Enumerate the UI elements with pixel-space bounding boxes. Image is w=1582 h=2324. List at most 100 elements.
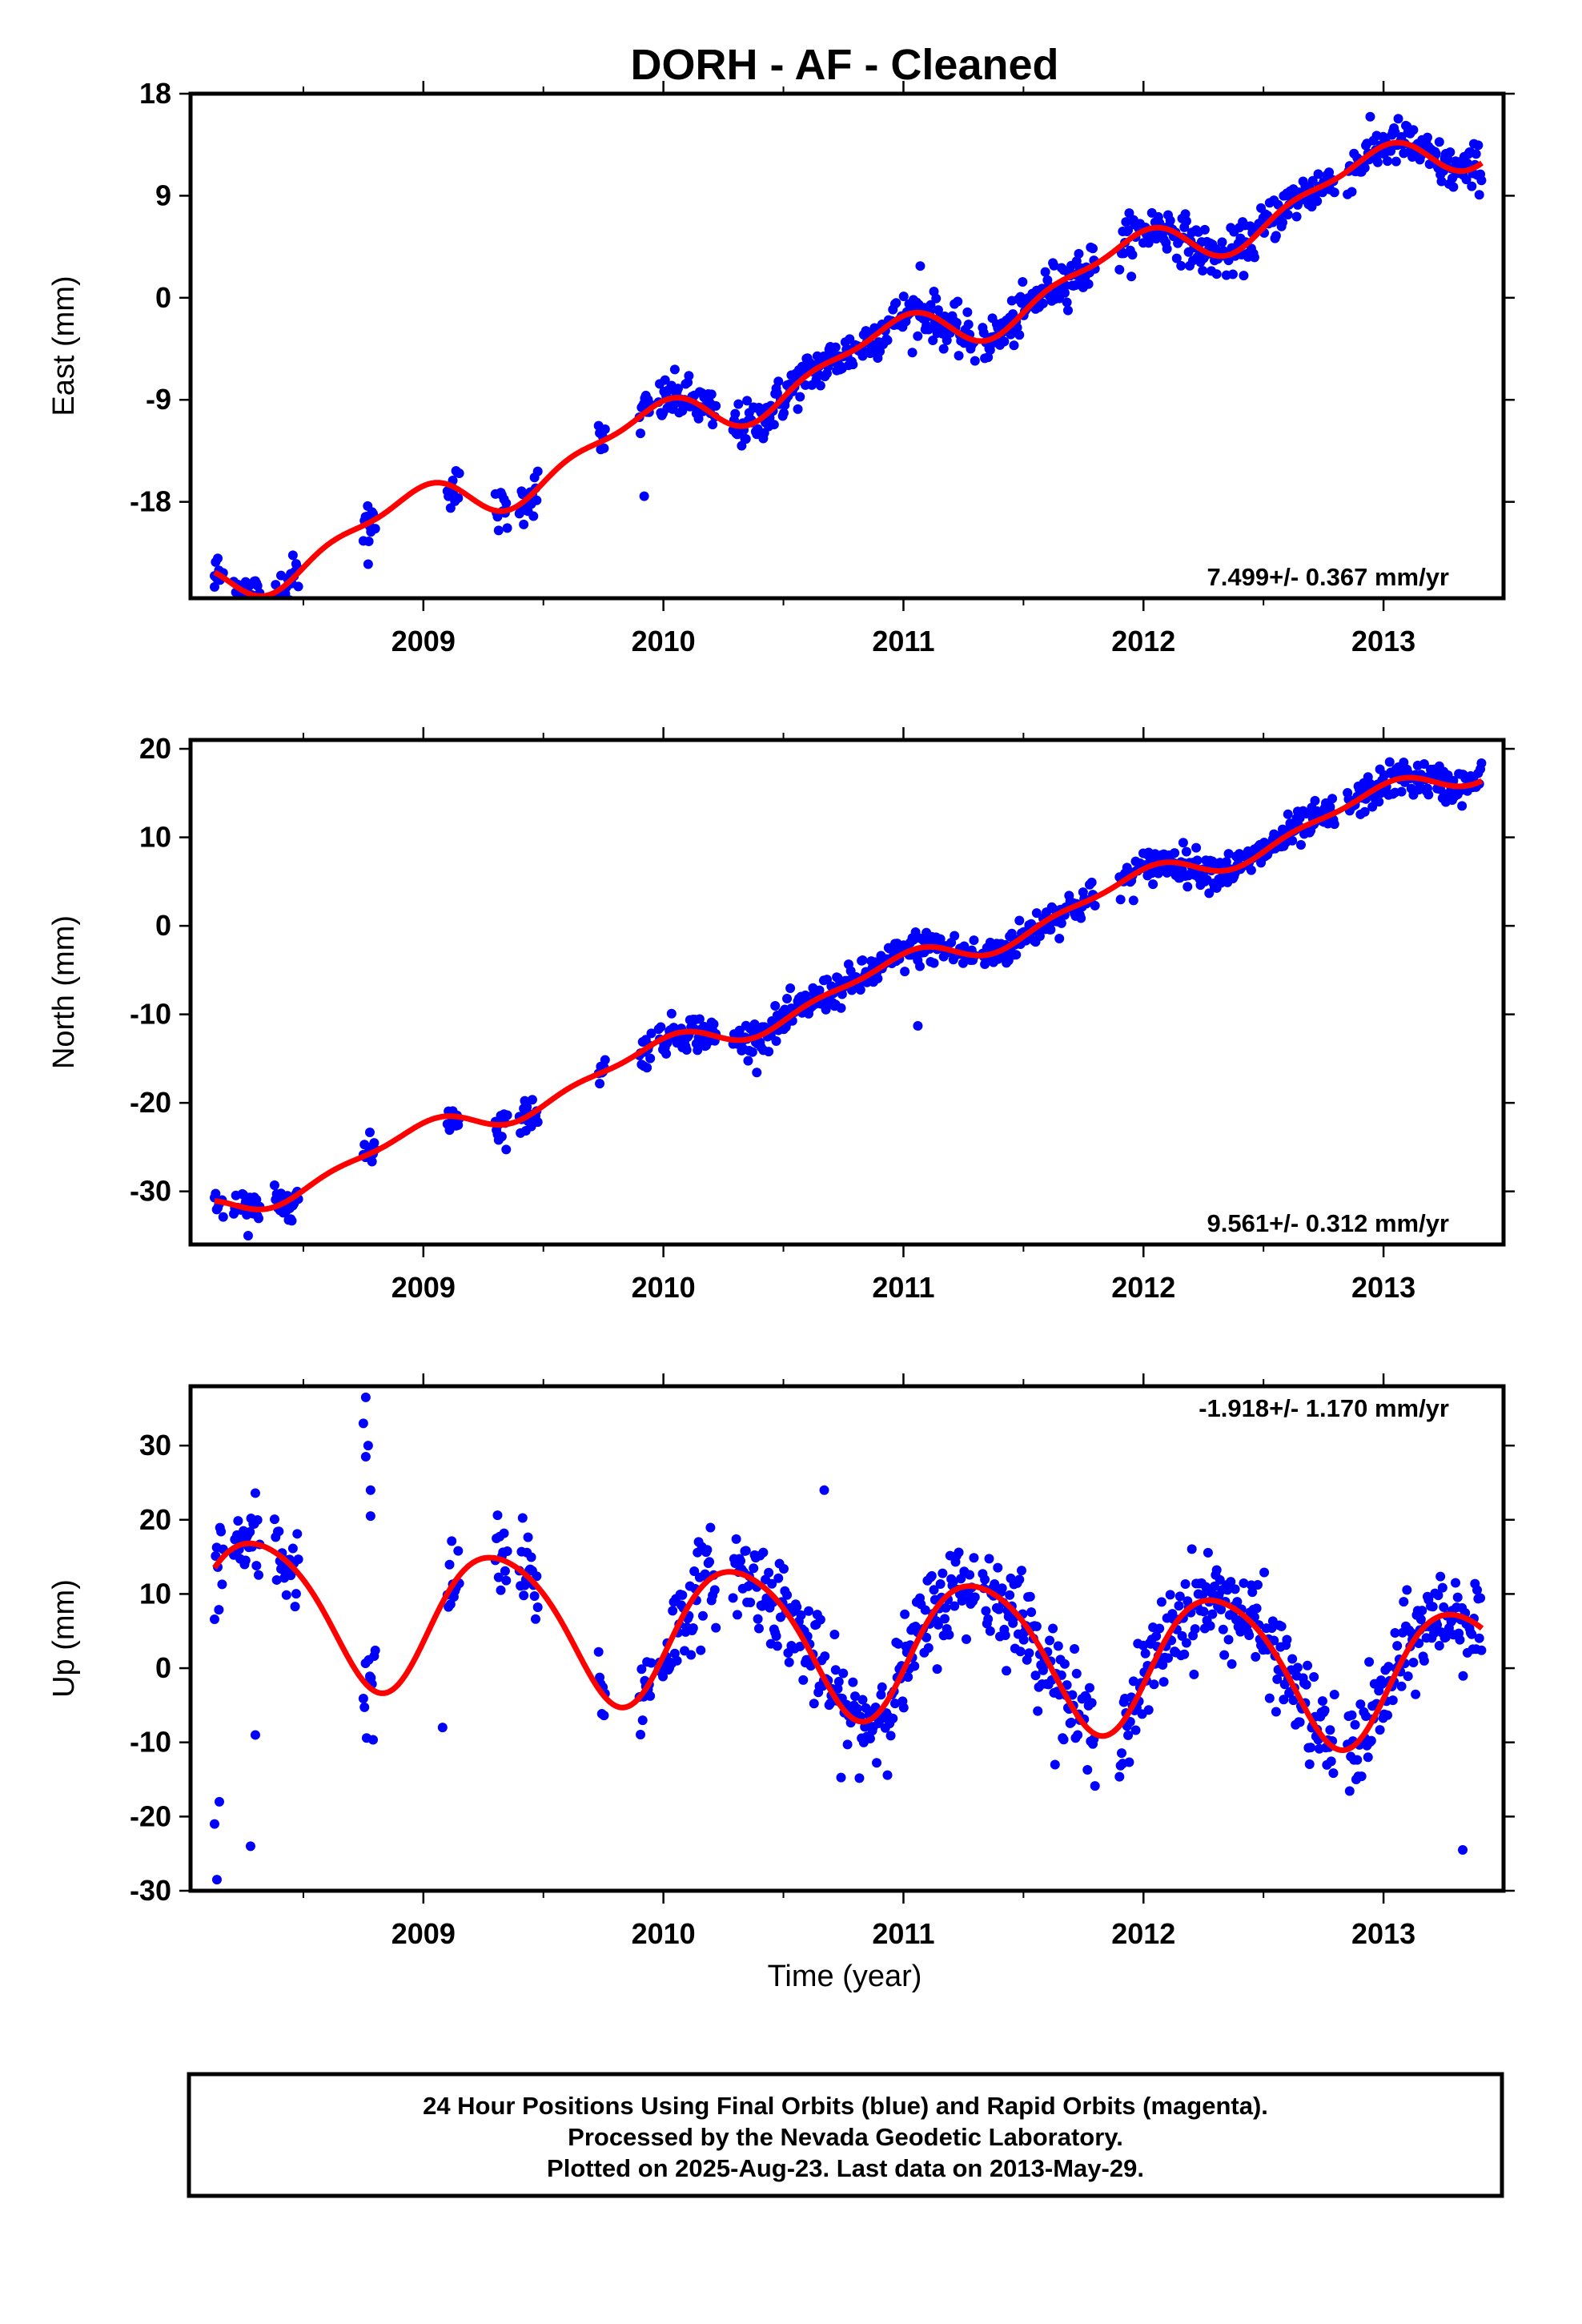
- data-point: [782, 1590, 793, 1600]
- data-point: [1114, 1771, 1125, 1782]
- data-point: [636, 1664, 647, 1675]
- outlier-point: [819, 1485, 829, 1495]
- data-point: [1127, 250, 1138, 260]
- data-point: [1455, 1634, 1465, 1645]
- data-point: [954, 1547, 964, 1558]
- data-point: [251, 1561, 262, 1571]
- data-point: [764, 1047, 774, 1057]
- data-point: [941, 1602, 951, 1613]
- data-point: [929, 1585, 939, 1595]
- y-tick-label: 0: [155, 909, 171, 942]
- plot-frame: [188, 738, 1506, 1247]
- data-point: [1226, 1577, 1236, 1587]
- footer-line-1: 24 Hour Positions Using Final Orbits (bl…: [423, 2092, 1268, 2120]
- y-axis-label: Up (mm): [47, 1579, 81, 1698]
- data-point: [1279, 1695, 1289, 1705]
- data-point: [1199, 224, 1210, 235]
- data-point: [1181, 1638, 1191, 1648]
- data-point: [1232, 1597, 1243, 1607]
- data-point: [1163, 1653, 1174, 1663]
- x-tick-label: 2013: [1351, 625, 1415, 657]
- data-point: [1066, 1717, 1077, 1727]
- data-point: [1419, 759, 1429, 770]
- data-point: [741, 434, 751, 444]
- data-point: [1053, 1641, 1063, 1651]
- data-point: [1148, 879, 1158, 890]
- data-point: [1046, 924, 1056, 935]
- data-point: [454, 468, 464, 479]
- data-point: [1031, 1621, 1042, 1631]
- data-point: [293, 581, 303, 592]
- data-point: [1451, 1578, 1461, 1588]
- data-point: [950, 1601, 960, 1611]
- data-point: [770, 1001, 781, 1011]
- data-point: [492, 1510, 503, 1521]
- data-point: [291, 1589, 301, 1599]
- data-point: [1461, 175, 1472, 185]
- data-point: [1121, 217, 1131, 227]
- y-axis-label: North (mm): [47, 915, 81, 1069]
- data-point: [833, 1683, 843, 1694]
- data-point: [211, 1551, 221, 1562]
- data-point: [1207, 1609, 1218, 1619]
- data-point: [1429, 1628, 1439, 1638]
- data-point: [528, 511, 539, 521]
- data-point: [728, 1593, 738, 1603]
- data-point: [1386, 146, 1396, 156]
- data-point: [1317, 1696, 1327, 1707]
- x-tick-label: 2010: [632, 1271, 696, 1304]
- data-point: [888, 1713, 898, 1723]
- data-point: [1359, 806, 1370, 817]
- data-point: [271, 1574, 282, 1585]
- data-point: [1393, 114, 1403, 124]
- data-point: [1434, 1641, 1444, 1651]
- data-point: [532, 1571, 542, 1582]
- data-point: [1448, 182, 1459, 192]
- data-point: [500, 1566, 510, 1576]
- data-point: [914, 961, 925, 971]
- y-tick-label: 10: [139, 821, 171, 854]
- data-point: [1244, 1630, 1255, 1641]
- data-point: [737, 440, 747, 451]
- data-point: [1377, 1679, 1387, 1689]
- data-point: [1306, 1743, 1316, 1753]
- data-point: [1278, 217, 1288, 227]
- data-point: [771, 1036, 781, 1047]
- data-point: [1115, 895, 1126, 905]
- east-panel: 18 9 0 -9 -18 2009 2010 2011 2012 2013 East (mm) 7.…: [47, 77, 1515, 657]
- data-point: [1210, 1581, 1220, 1591]
- data-point: [944, 1630, 954, 1640]
- data-point: [1067, 1690, 1078, 1700]
- data-point: [956, 1574, 966, 1584]
- data-point: [933, 1619, 943, 1630]
- data-point: [213, 553, 223, 564]
- data-point: [1011, 950, 1022, 960]
- data-point: [599, 443, 609, 453]
- data-point: [1301, 1679, 1311, 1690]
- data-point: [1292, 1663, 1303, 1673]
- data-point: [1283, 809, 1293, 819]
- data-point: [292, 1529, 303, 1539]
- data-point: [833, 1676, 844, 1687]
- data-point: [1178, 838, 1188, 848]
- y-tick-label: -18: [130, 485, 171, 518]
- data-point: [1211, 1565, 1222, 1575]
- data-point: [932, 1664, 942, 1675]
- data-point: [359, 1702, 370, 1712]
- data-point: [595, 1079, 605, 1089]
- outlier-point: [209, 1819, 219, 1829]
- data-point: [599, 1711, 609, 1721]
- data-point: [1031, 908, 1042, 919]
- data-point: [1006, 928, 1017, 939]
- data-point: [921, 1632, 932, 1642]
- outlier-point: [363, 559, 373, 569]
- data-point: [1005, 1590, 1015, 1600]
- data-point: [1287, 835, 1298, 846]
- data-point: [732, 1610, 742, 1620]
- data-point: [1054, 933, 1065, 943]
- data-point: [1439, 1602, 1449, 1612]
- data-point: [1025, 1591, 1035, 1602]
- data-point: [211, 1188, 221, 1199]
- data-point: [1181, 846, 1191, 857]
- data-point: [1476, 175, 1487, 186]
